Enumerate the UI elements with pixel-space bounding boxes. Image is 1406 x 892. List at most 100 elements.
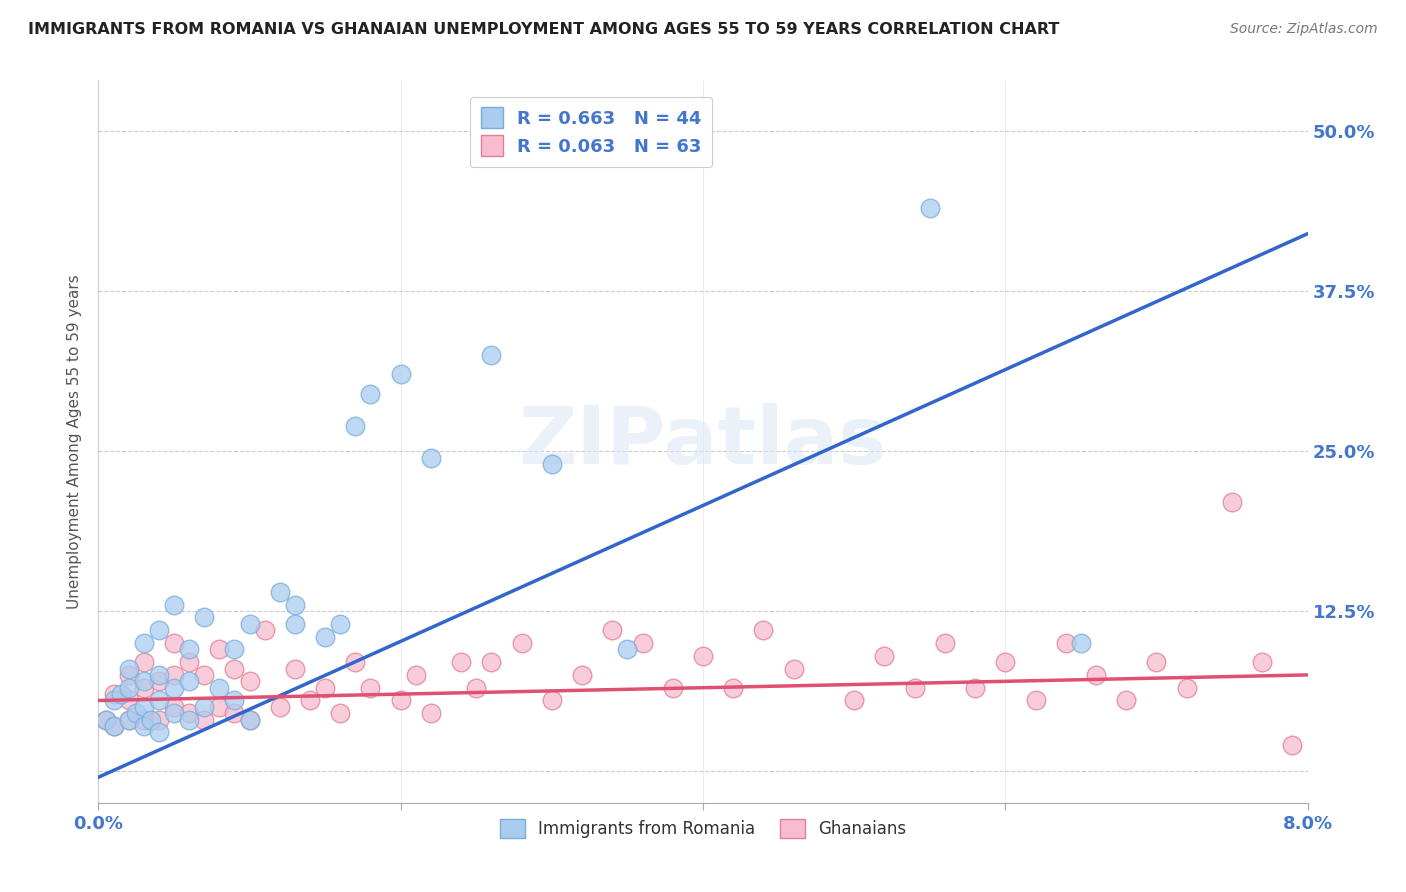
Point [148,693,170,707]
Point [783,661,806,675]
Point [616,642,638,657]
Point [465,681,488,695]
Point [269,699,291,714]
Point [103,687,125,701]
Point [1251,655,1274,669]
Point [723,681,745,695]
Point [132,681,155,695]
Point [540,693,562,707]
Point [118,681,141,695]
Point [141,713,163,727]
Point [163,699,186,714]
Point [148,674,170,689]
Point [132,713,155,727]
Point [481,348,503,362]
Point [692,648,714,663]
Point [103,693,125,707]
Point [481,655,503,669]
Point [163,706,186,721]
Point [118,713,141,727]
Point [934,636,956,650]
Point [389,368,412,382]
Point [103,719,125,733]
Point [208,681,231,695]
Point [132,674,155,689]
Point [94,713,117,727]
Point [631,636,654,650]
Point [360,681,382,695]
Point [1220,495,1243,509]
Point [239,674,262,689]
Point [179,713,201,727]
Point [193,610,215,624]
Point [208,699,231,714]
Point [103,719,125,733]
Point [314,630,336,644]
Point [148,725,170,739]
Point [224,642,246,657]
Point [163,598,186,612]
Text: IMMIGRANTS FROM ROMANIA VS GHANAIAN UNEMPLOYMENT AMONG AGES 55 TO 59 YEARS CORRE: IMMIGRANTS FROM ROMANIA VS GHANAIAN UNEM… [28,22,1060,37]
Point [904,681,927,695]
Point [193,699,215,714]
Point [253,623,276,637]
Point [132,636,155,650]
Point [224,661,246,675]
Point [193,668,215,682]
Point [329,616,352,631]
Point [405,668,427,682]
Point [239,713,262,727]
Point [420,450,443,465]
Legend: Immigrants from Romania, Ghanaians: Immigrants from Romania, Ghanaians [494,813,912,845]
Point [118,661,141,675]
Point [918,201,941,215]
Point [389,693,412,707]
Point [132,655,155,669]
Point [163,668,186,682]
Point [873,648,896,663]
Point [179,655,201,669]
Point [163,636,186,650]
Point [1281,738,1303,752]
Point [284,661,307,675]
Point [132,719,155,733]
Point [284,616,307,631]
Point [965,681,987,695]
Point [148,713,170,727]
Point [602,623,624,637]
Point [1070,636,1092,650]
Point [844,693,866,707]
Point [360,386,382,401]
Text: ZIPatlas: ZIPatlas [519,402,887,481]
Point [239,616,262,631]
Point [1175,681,1198,695]
Point [344,418,367,433]
Text: Source: ZipAtlas.com: Source: ZipAtlas.com [1230,22,1378,37]
Point [118,693,141,707]
Point [193,713,215,727]
Point [420,706,443,721]
Point [314,681,336,695]
Point [1146,655,1168,669]
Point [179,674,201,689]
Point [344,655,367,669]
Point [118,668,141,682]
Point [540,457,562,471]
Point [450,655,472,669]
Point [110,687,132,701]
Point [1025,693,1047,707]
Point [329,706,352,721]
Point [994,655,1017,669]
Point [179,706,201,721]
Point [239,713,262,727]
Point [510,636,533,650]
Point [118,713,141,727]
Point [269,584,291,599]
Point [148,623,170,637]
Point [1085,668,1108,682]
Point [1115,693,1137,707]
Point [284,598,307,612]
Point [163,681,186,695]
Point [94,713,117,727]
Point [299,693,322,707]
